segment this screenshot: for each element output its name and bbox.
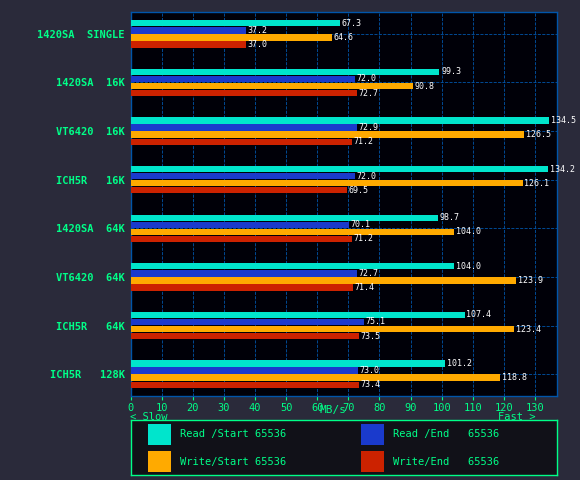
Text: Write/Start 65536: Write/Start 65536 [180,457,286,467]
Bar [130,27,246,34]
Text: 118.8: 118.8 [502,373,527,382]
Text: Fast >: Fast > [498,411,535,421]
Text: 72.0: 72.0 [356,74,376,84]
Bar [130,41,246,48]
Bar [130,69,440,75]
Bar [130,180,523,186]
Text: 71.2: 71.2 [354,234,374,243]
Text: 73.4: 73.4 [360,380,380,389]
Bar [130,90,357,96]
Bar [130,319,364,325]
Text: 134.2: 134.2 [550,165,575,174]
Text: 104.0: 104.0 [456,228,481,236]
Text: 72.0: 72.0 [356,172,376,180]
Text: 71.2: 71.2 [354,137,374,146]
Bar [147,424,171,445]
Bar [130,368,358,374]
Text: 72.9: 72.9 [359,123,379,132]
Bar [130,270,357,276]
Text: 37.0: 37.0 [247,40,267,49]
Text: 126.5: 126.5 [525,130,550,139]
Bar [130,222,349,228]
Bar [130,166,548,172]
Bar [130,139,352,145]
Text: 75.1: 75.1 [366,317,386,326]
Bar [361,424,384,445]
Bar [130,263,454,269]
Text: < Slow: < Slow [130,411,168,421]
Bar [130,124,357,131]
Bar [130,360,445,367]
Bar [130,20,340,26]
Text: 37.2: 37.2 [248,26,268,35]
Text: 134.5: 134.5 [550,116,575,125]
Text: 69.5: 69.5 [349,186,368,195]
Text: 98.7: 98.7 [439,213,459,222]
Bar [130,277,516,284]
Bar [130,83,413,89]
Bar [130,187,347,193]
Bar [130,215,438,221]
Text: 70.1: 70.1 [350,220,370,229]
Text: 64.6: 64.6 [333,33,353,42]
Text: Write/End   65536: Write/End 65536 [393,457,499,467]
Text: 90.8: 90.8 [415,82,434,91]
Text: MB/s: MB/s [319,405,346,415]
Bar [130,173,354,180]
Text: 123.4: 123.4 [516,324,541,334]
Bar [130,374,500,381]
Text: 73.5: 73.5 [361,332,380,341]
Bar [130,34,332,40]
Bar [130,284,353,291]
Text: 123.9: 123.9 [517,276,543,285]
Bar [130,228,454,235]
Bar [130,382,359,388]
Text: 101.2: 101.2 [447,359,472,368]
Text: 126.1: 126.1 [524,179,549,188]
Text: Read /Start 65536: Read /Start 65536 [180,429,286,439]
Text: 72.7: 72.7 [358,269,378,278]
Bar [130,117,549,124]
Bar [130,333,359,339]
Bar [130,312,465,318]
Bar [361,452,384,472]
Text: 71.4: 71.4 [354,283,374,292]
Bar [130,76,354,82]
Bar [130,132,524,138]
Text: 73.0: 73.0 [359,366,379,375]
Text: 72.7: 72.7 [358,88,378,97]
Text: Read /End   65536: Read /End 65536 [393,429,499,439]
Bar [130,326,514,332]
Bar [130,236,352,242]
Bar [147,452,171,472]
Text: 104.0: 104.0 [456,262,481,271]
Text: 99.3: 99.3 [441,67,461,76]
Text: 107.4: 107.4 [466,311,491,320]
Text: 67.3: 67.3 [342,19,361,28]
